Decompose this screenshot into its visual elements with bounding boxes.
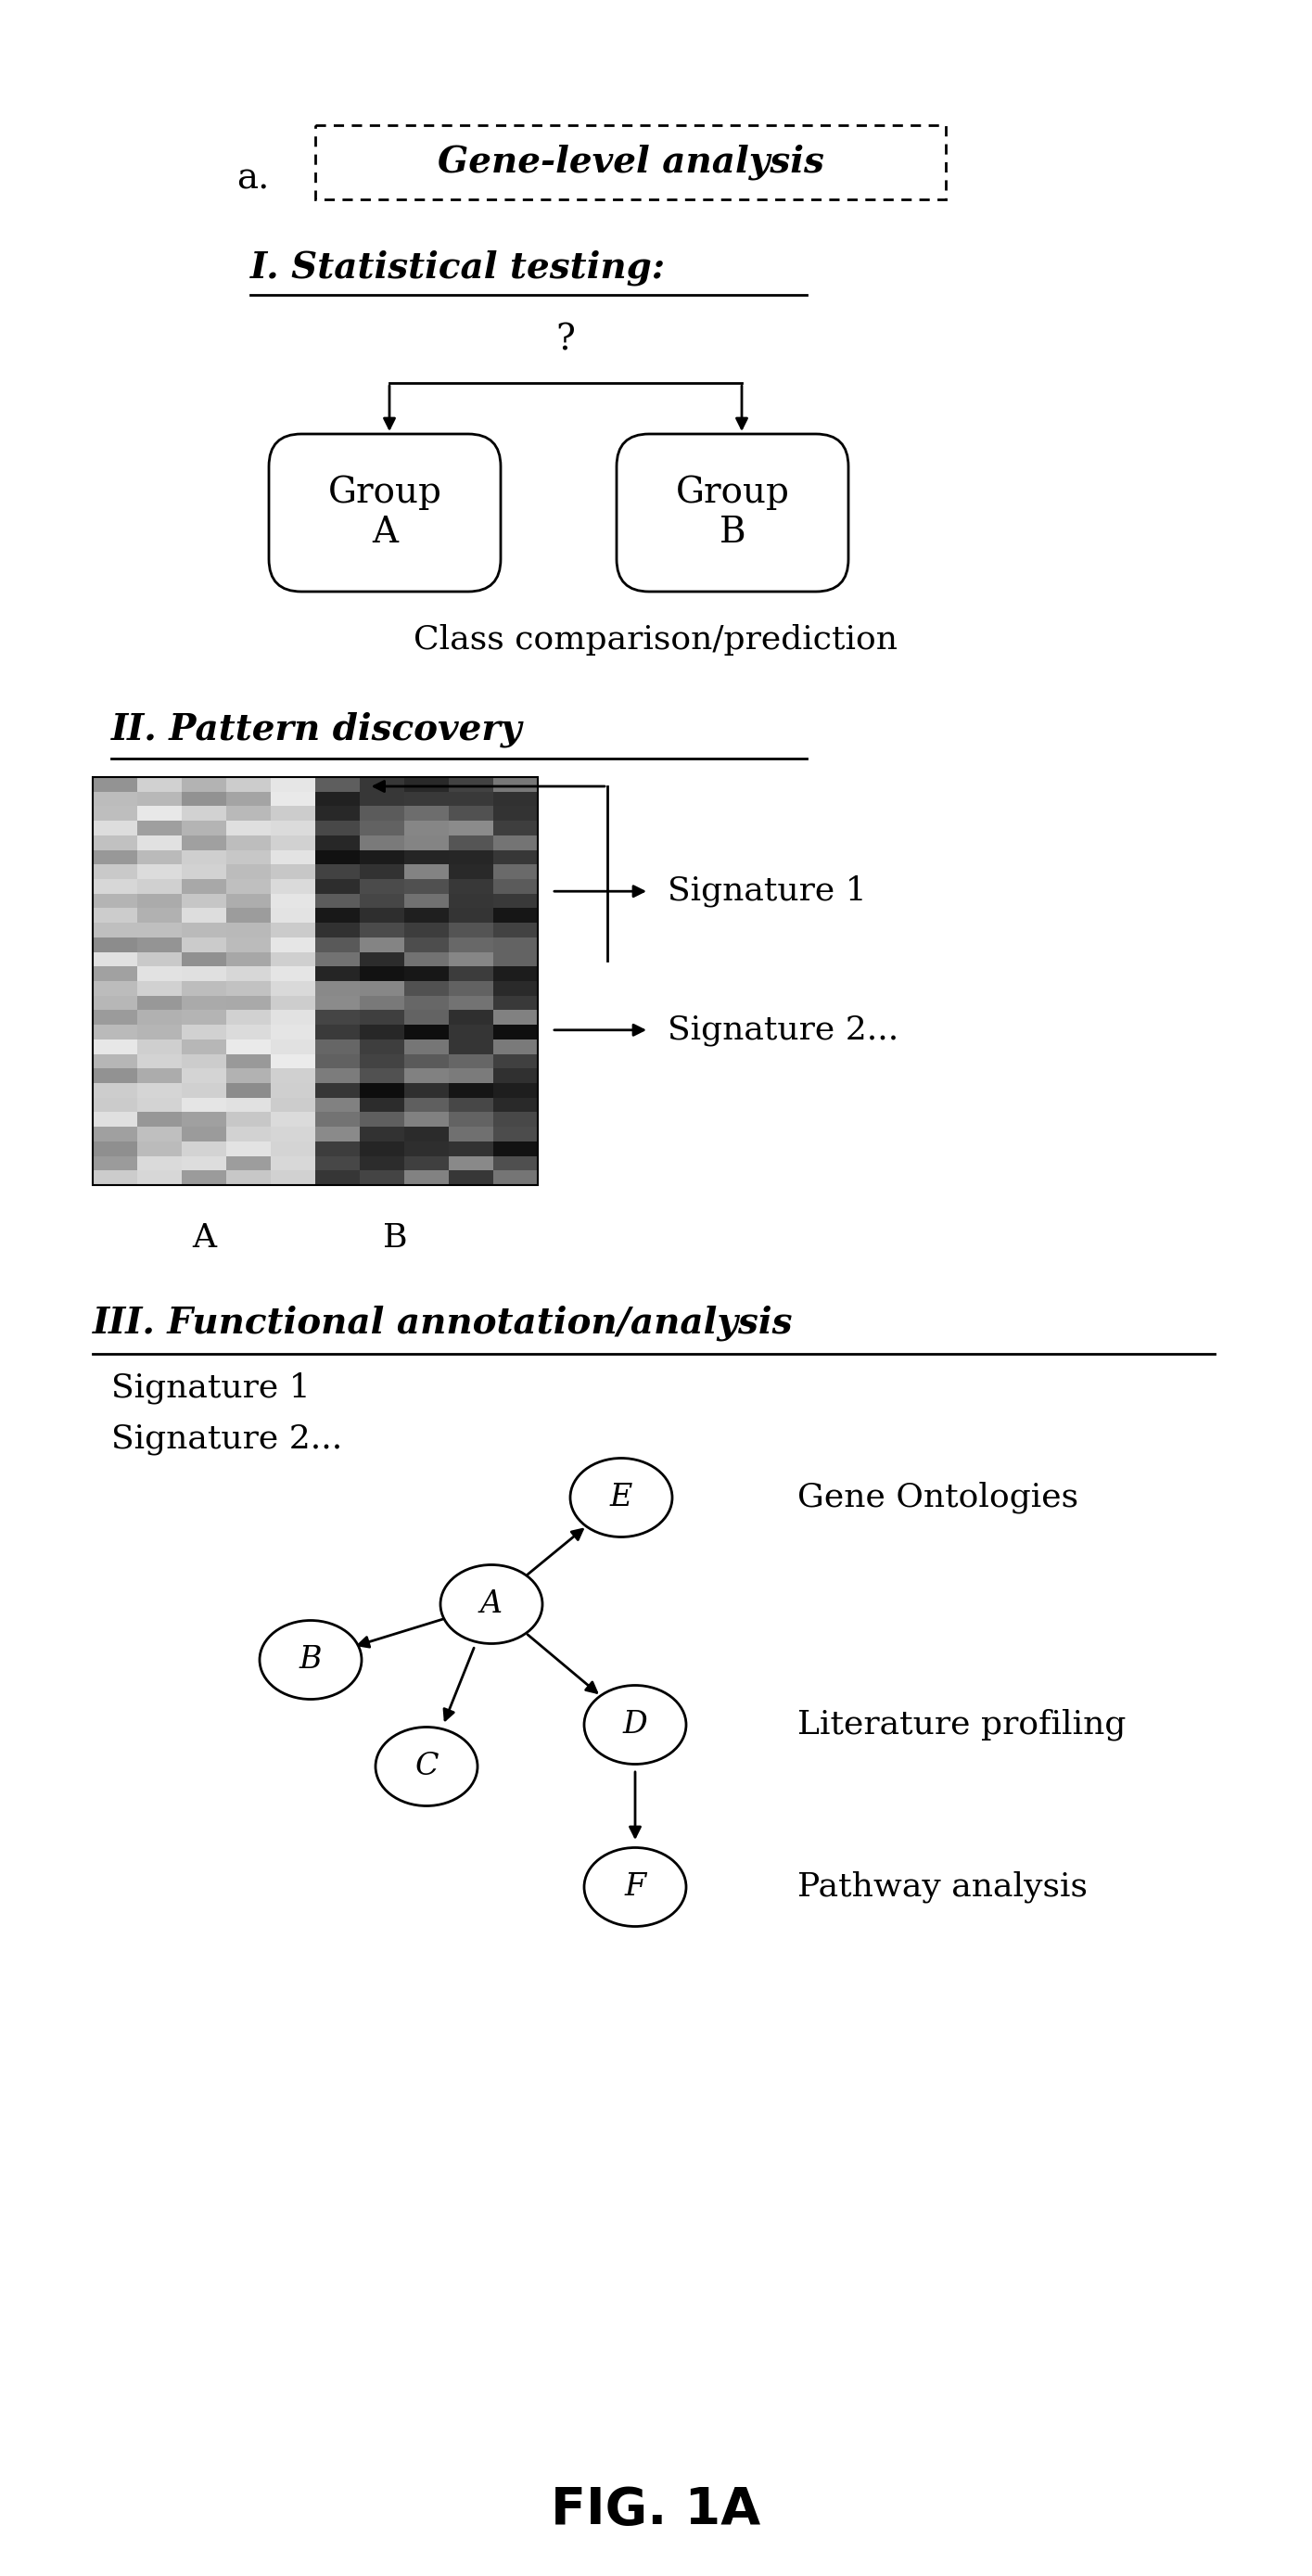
Text: Pathway analysis: Pathway analysis	[798, 1870, 1088, 1904]
Ellipse shape	[584, 1847, 686, 1927]
Text: D: D	[623, 1710, 648, 1739]
Text: FIG. 1A: FIG. 1A	[551, 2486, 761, 2535]
Text: F: F	[625, 1873, 646, 1901]
FancyBboxPatch shape	[269, 433, 501, 592]
Text: Class comparison/prediction: Class comparison/prediction	[413, 623, 897, 654]
Ellipse shape	[375, 1726, 478, 1806]
Text: Group
A: Group A	[328, 477, 442, 551]
Text: II. Pattern discovery: II. Pattern discovery	[112, 711, 522, 747]
Text: Signature 1: Signature 1	[112, 1373, 311, 1404]
Text: I. Statistical testing:: I. Statistical testing:	[251, 250, 666, 286]
Text: A: A	[192, 1221, 216, 1255]
Text: Signature 2...: Signature 2...	[668, 1015, 899, 1046]
Text: Literature profiling: Literature profiling	[798, 1708, 1126, 1741]
Text: Gene-level analysis: Gene-level analysis	[437, 144, 824, 180]
Text: B: B	[299, 1646, 321, 1674]
Text: Gene Ontologies: Gene Ontologies	[798, 1481, 1078, 1515]
Text: C: C	[415, 1752, 438, 1783]
Text: a.: a.	[236, 162, 269, 196]
Text: B: B	[383, 1221, 408, 1255]
FancyBboxPatch shape	[617, 433, 849, 592]
Text: A: A	[480, 1589, 502, 1620]
Ellipse shape	[260, 1620, 362, 1700]
Ellipse shape	[571, 1458, 672, 1538]
Text: Signature 1: Signature 1	[668, 876, 867, 907]
Ellipse shape	[441, 1564, 542, 1643]
Text: E: E	[610, 1484, 632, 1512]
Bar	[93, 778, 538, 1185]
Text: Signature 2...: Signature 2...	[112, 1425, 342, 1455]
Text: III. Functional annotation/analysis: III. Functional annotation/analysis	[93, 1306, 794, 1342]
Bar	[315, 126, 946, 198]
Ellipse shape	[584, 1685, 686, 1765]
Text: Group
B: Group B	[676, 477, 790, 551]
Text: ?: ?	[556, 322, 575, 358]
